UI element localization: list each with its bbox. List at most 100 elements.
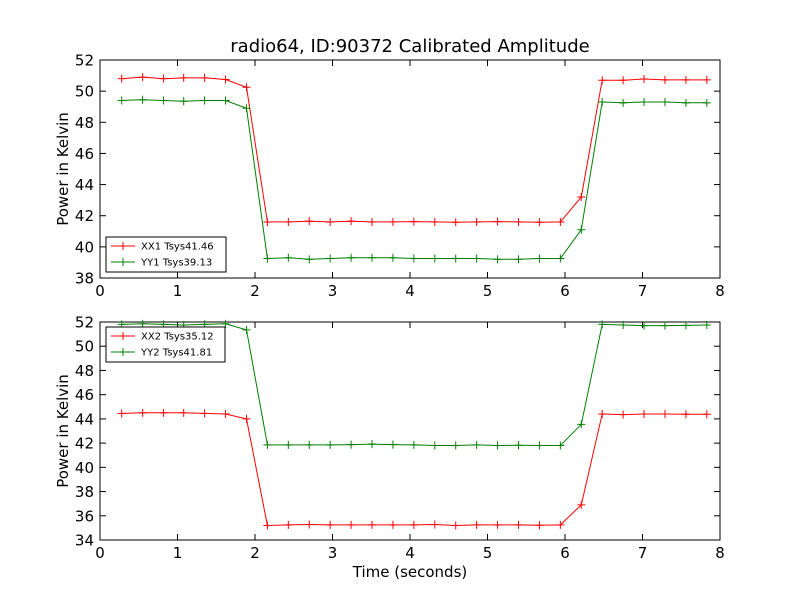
- series-line-xx1: [121, 76, 707, 223]
- data-point-xx1: [619, 76, 628, 85]
- data-point-yy1: [556, 254, 565, 263]
- data-point-xx2: [535, 521, 544, 530]
- data-point-xx1: [138, 73, 147, 82]
- y-tick-label: 44: [75, 176, 94, 194]
- x-tick-label: 7: [638, 282, 648, 300]
- y-tick-label: 52: [75, 314, 94, 332]
- x-tick-label: 1: [173, 544, 183, 562]
- data-point-yy2: [347, 440, 356, 449]
- data-point-yy2: [284, 440, 293, 449]
- data-point-yy2: [221, 319, 230, 328]
- data-point-yy2: [577, 420, 586, 429]
- x-tick-label: 3: [328, 544, 338, 562]
- data-point-yy1: [619, 98, 628, 107]
- x-tick-label: 5: [483, 282, 493, 300]
- data-point-yy2: [388, 440, 397, 449]
- data-point-xx2: [702, 410, 711, 419]
- data-point-yy1: [681, 98, 690, 107]
- data-point-xx2: [200, 409, 209, 418]
- data-point-xx2: [472, 520, 481, 529]
- data-point-yy2: [451, 441, 460, 450]
- data-point-yy2: [702, 321, 711, 330]
- data-point-yy1: [409, 254, 418, 263]
- data-point-yy1: [514, 255, 523, 264]
- series-line-xx2: [121, 412, 707, 527]
- data-point-xx2: [326, 520, 335, 529]
- legend-bottom: XX2 Tsys35.12 YY2 Tsys41.81: [105, 326, 226, 363]
- data-point-xx1: [200, 73, 209, 82]
- data-point-yy2: [368, 440, 377, 449]
- x-axis-label: Time (seconds): [352, 563, 468, 581]
- data-point-yy1: [451, 254, 460, 263]
- x-tick-label: 3: [328, 282, 338, 300]
- x-tick-label: 1: [173, 282, 183, 300]
- data-point-xx2: [388, 520, 397, 529]
- data-point-xx1: [577, 193, 586, 202]
- data-point-yy2: [681, 321, 690, 330]
- data-point-yy2: [514, 441, 523, 450]
- y-tick-label: 40: [75, 238, 94, 256]
- data-point-yy2: [242, 325, 251, 334]
- data-point-yy1: [179, 97, 188, 106]
- data-point-xx1: [305, 217, 314, 226]
- legend-marker-yy2: [119, 348, 127, 356]
- data-point-xx1: [660, 75, 669, 84]
- x-tick-label: 8: [715, 282, 725, 300]
- data-point-xx1: [598, 76, 607, 85]
- data-point-yy1: [159, 96, 168, 105]
- data-point-xx1: [347, 217, 356, 226]
- data-point-xx1: [117, 74, 126, 83]
- y-tick-label: 40: [75, 459, 94, 477]
- data-point-yy2: [660, 321, 669, 330]
- data-point-xx2: [117, 409, 126, 418]
- data-point-xx1: [368, 217, 377, 226]
- data-point-yy1: [472, 254, 481, 263]
- data-point-yy2: [263, 440, 272, 449]
- data-point-yy2: [138, 319, 147, 328]
- data-point-yy2: [430, 441, 439, 450]
- y-tick-label: 38: [75, 483, 94, 501]
- data-point-xx2: [263, 521, 272, 530]
- data-point-xx1: [514, 217, 523, 226]
- data-point-xx1: [179, 73, 188, 82]
- data-point-yy2: [640, 321, 649, 330]
- data-point-yy1: [535, 254, 544, 263]
- data-point-xx1: [702, 75, 711, 84]
- data-point-xx2: [221, 410, 230, 419]
- data-point-xx2: [598, 410, 607, 419]
- data-point-xx2: [179, 408, 188, 417]
- x-tick-label: 6: [560, 282, 570, 300]
- data-point-xx1: [326, 217, 335, 226]
- legend-label-yy1: YY1 Tsys39.13: [140, 258, 212, 269]
- data-point-xx2: [493, 520, 502, 529]
- subplot-top: Power in Kelvin 0 1 2 3 4 5 6 7 8 38 40 42 44 46 48 50 5…: [54, 52, 725, 301]
- data-point-yy1: [221, 96, 230, 105]
- y-tick-label: 42: [75, 435, 94, 453]
- data-point-yy1: [326, 254, 335, 263]
- y-axis-label-top: Power in Kelvin: [54, 112, 72, 226]
- data-point-yy2: [556, 441, 565, 450]
- y-axis-label-bottom: Power in Kelvin: [54, 374, 72, 488]
- data-point-xx2: [619, 410, 628, 419]
- data-point-yy1: [117, 96, 126, 105]
- legend-marker-yy1: [119, 258, 127, 266]
- data-point-yy1: [347, 253, 356, 262]
- data-point-xx1: [493, 217, 502, 226]
- data-point-yy2: [619, 321, 628, 330]
- series-group-bottom: [117, 319, 711, 530]
- data-point-yy2: [493, 441, 502, 450]
- data-point-xx1: [159, 74, 168, 83]
- data-point-xx2: [138, 408, 147, 417]
- data-point-yy1: [200, 96, 209, 105]
- x-tick-label: 2: [250, 544, 260, 562]
- y-tick-label: 48: [75, 362, 94, 380]
- data-point-yy1: [263, 254, 272, 263]
- data-point-xx1: [472, 217, 481, 226]
- data-point-xx1: [263, 217, 272, 226]
- series-group-top: [117, 73, 711, 264]
- data-point-yy2: [535, 441, 544, 450]
- data-point-yy2: [598, 320, 607, 329]
- data-point-xx1: [284, 217, 293, 226]
